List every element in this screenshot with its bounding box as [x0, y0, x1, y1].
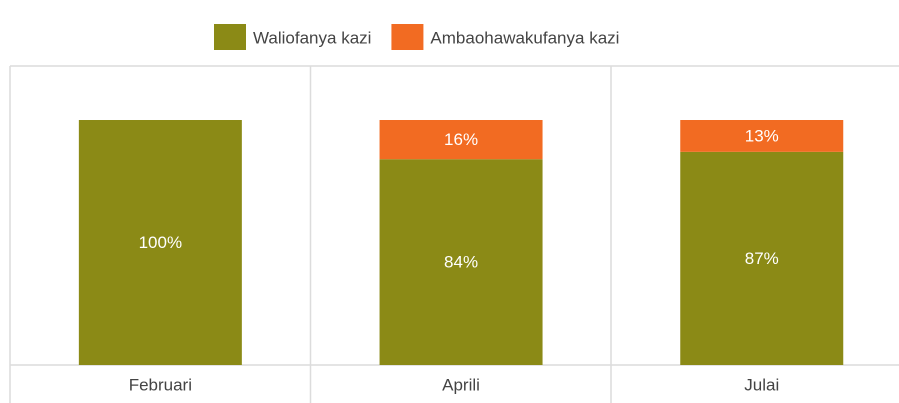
- bar-segment: [78, 120, 242, 365]
- bar-segment: [680, 120, 844, 152]
- legend-label: Ambaohawakufanya kazi: [430, 28, 619, 47]
- data-label: 100%: [139, 233, 182, 252]
- x-tick-label: Aprili: [442, 375, 480, 394]
- data-label: 84%: [444, 253, 478, 272]
- bar-segment: [680, 151, 844, 365]
- x-tick-label: Februari: [129, 375, 192, 394]
- legend-swatch: [391, 24, 424, 50]
- data-label: 87%: [745, 249, 779, 268]
- x-tick-label: Julai: [744, 375, 779, 394]
- data-label: 13%: [745, 126, 779, 145]
- bar-segment: [379, 159, 543, 365]
- bar-segment: [379, 120, 543, 160]
- legend-label: Waliofanya kazi: [253, 28, 371, 47]
- data-label: 16%: [444, 130, 478, 149]
- legend-swatch: [214, 24, 246, 50]
